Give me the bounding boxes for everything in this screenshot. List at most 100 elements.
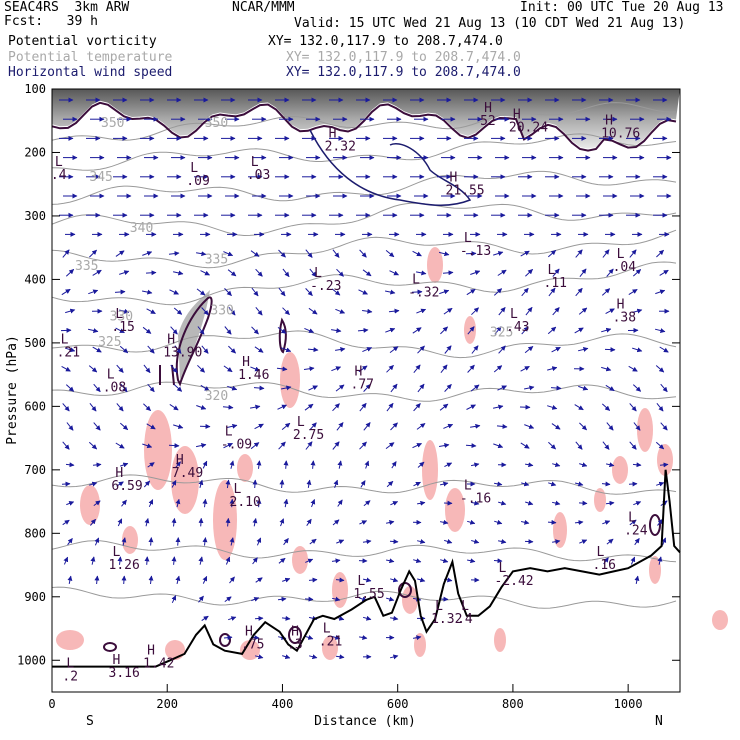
extremum-symbol: L: [61, 333, 69, 348]
negative-pv-patch: [649, 556, 661, 584]
extremum-value: 1.46: [238, 368, 269, 383]
y-tick-label: 400: [24, 272, 46, 286]
y-tick-label: 800: [24, 526, 46, 540]
wind-vector: [547, 519, 557, 525]
wind-vector: [89, 249, 97, 258]
wind-vector: [359, 635, 368, 640]
wind-vector: [629, 249, 637, 258]
theta-contour: [51, 229, 677, 269]
wind-vector: [174, 345, 182, 354]
wind-vector: [493, 558, 503, 564]
wind-vector: [548, 441, 556, 450]
theta-contour: [51, 381, 677, 402]
wind-vector: [223, 251, 234, 257]
wind-vector: [171, 517, 177, 527]
wind-vector: [336, 539, 345, 545]
extremum-value: 52: [480, 114, 496, 129]
field-label-theta: Potential temperature: [8, 50, 173, 65]
wind-vector: [547, 249, 557, 258]
wind-vector: [335, 308, 346, 314]
wind-vector: [413, 481, 421, 487]
wind-vector: [229, 537, 235, 546]
wind-vector: [660, 383, 668, 393]
wind-vector: [278, 441, 286, 450]
wind-vector: [283, 460, 289, 469]
negative-pv-patch: [712, 610, 728, 630]
wind-vector: [119, 270, 130, 275]
wind-vector: [143, 480, 151, 488]
wind-vector: [655, 441, 665, 450]
wind-vector: [279, 518, 285, 527]
wind-vector: [520, 519, 530, 525]
wind-vector: [304, 403, 314, 411]
center-name: NCAR/MMM: [232, 0, 295, 15]
theta-contour: [51, 474, 677, 495]
extremum-symbol: L: [499, 561, 507, 576]
wind-vector: [466, 404, 476, 410]
wind-vector: [358, 365, 368, 373]
wind-vector: [169, 403, 179, 411]
wind-vector: [552, 462, 561, 468]
wind-vector: [283, 498, 289, 508]
extremum-value: .11: [544, 276, 567, 291]
extremum-symbol: L: [628, 510, 636, 525]
extremum-symbol: L: [115, 307, 123, 322]
wind-vector: [444, 384, 452, 392]
wind-vector: [143, 403, 151, 411]
wind-vector: [337, 499, 343, 507]
extremum-symbol: L: [323, 621, 331, 636]
wind-vector: [497, 539, 507, 544]
wind-vector: [655, 289, 666, 295]
wind-vector: [276, 366, 288, 372]
extremum-symbol: L: [435, 599, 443, 614]
wind-vector: [115, 327, 125, 334]
stratosphere-pv-shading: [52, 89, 680, 149]
wind-vector: [633, 422, 641, 431]
wind-vector: [114, 289, 126, 295]
wind-vector: [222, 404, 234, 410]
wind-vector: [411, 289, 423, 295]
wind-vector: [251, 287, 259, 297]
wind-vector: [197, 364, 205, 373]
y-tick-label: 100: [24, 82, 46, 96]
wind-vector: [416, 539, 426, 544]
wind-vector: [525, 500, 534, 506]
wind-vector: [332, 441, 340, 450]
wind-vector: [201, 307, 209, 316]
wind-vector: [335, 577, 345, 583]
wind-vector: [281, 347, 292, 353]
wind-vector: [88, 289, 99, 295]
wind-vector: [147, 345, 155, 354]
extremum-symbol: H: [113, 653, 121, 668]
wind-vector: [90, 518, 96, 526]
wind-vector: [416, 308, 427, 314]
wind-vector: [654, 328, 666, 333]
wind-vector: [605, 462, 615, 468]
wind-vector: [471, 307, 479, 316]
extremum-symbol: H: [245, 625, 253, 640]
wind-vector: [65, 347, 76, 353]
wind-vector: [142, 443, 153, 449]
wind-vector: [225, 479, 231, 489]
wind-vector: [255, 268, 263, 277]
wind-vector: [444, 462, 453, 468]
wind-vector: [121, 499, 127, 507]
negative-pv-patch: [402, 586, 418, 614]
wind-vector: [466, 558, 476, 564]
wind-vector: [439, 289, 450, 295]
wind-vector: [574, 519, 584, 525]
wind-vector: [417, 577, 426, 583]
wind-vector: [304, 596, 314, 602]
theta-contour: [51, 170, 677, 205]
extremum-symbol: H: [355, 364, 363, 379]
wind-vector: [659, 462, 669, 468]
wind-vector: [229, 460, 235, 469]
wind-vector: [305, 249, 313, 258]
wind-vector: [332, 403, 340, 412]
theta-contour-label: 335: [205, 253, 228, 268]
wind-vector: [121, 575, 127, 585]
wind-vector: [146, 423, 156, 430]
wind-vector: [578, 500, 588, 506]
wind-vector: [119, 422, 129, 431]
wind-vector: [202, 575, 208, 584]
